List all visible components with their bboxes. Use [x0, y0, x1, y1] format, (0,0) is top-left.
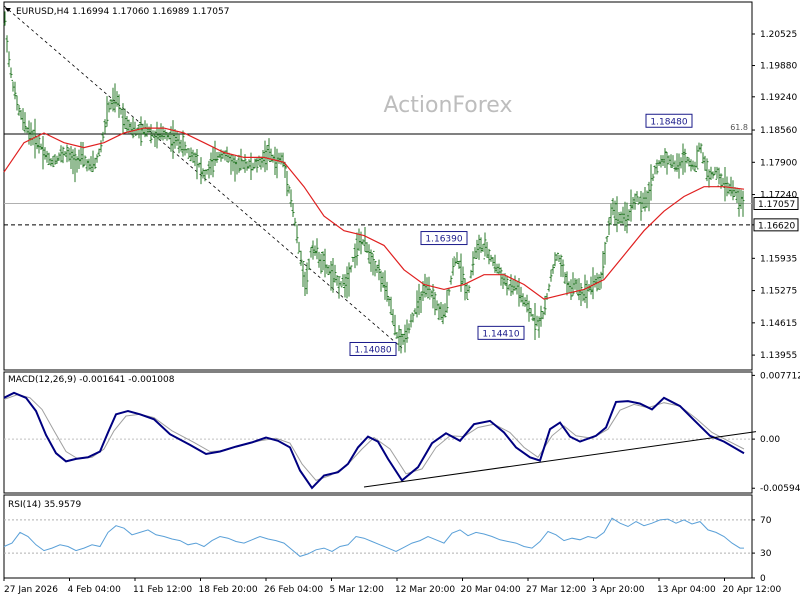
panel-border — [3, 494, 753, 579]
price-label-text: 1.14410 — [482, 329, 519, 339]
time-axis: 27 Jan 2026 4 Feb 04:00 11 Feb 12:00 18 Feb… — [3, 578, 782, 595]
price-label-text: 1.18480 — [650, 117, 687, 127]
rsi-title: RSI(14) 35.9579 — [8, 500, 81, 510]
y-tick-label: 0.00 — [760, 435, 780, 445]
watermark: ActionForex — [384, 93, 513, 118]
y-tick-label: -0.005944 — [760, 484, 800, 494]
y-tick-label: 0.007712 — [760, 371, 800, 381]
x-tick-label: 27 Jan 2026 — [4, 585, 58, 595]
x-tick-label: 3 Apr 20:00 — [592, 585, 645, 595]
x-tick-label: 13 Apr 04:00 — [657, 585, 716, 595]
price-bars — [3, 11, 745, 354]
price-label-box — [349, 341, 397, 356]
macd-trendline — [363, 431, 757, 488]
rsi-panel: 70 30 0 RSI(14) 35.9579 — [3, 500, 772, 584]
y-tick-label: 1.19880 — [760, 62, 797, 72]
fib-level-label: 61.8 — [730, 123, 748, 132]
current-price-tag-text: 1.17057 — [758, 200, 795, 210]
y-tick-label: 1.17900 — [760, 158, 797, 168]
y-tick-label: 1.15935 — [760, 254, 797, 264]
macd-signal-line — [3, 393, 745, 481]
macd-title: MACD(12,26,9) -0.001641 -0.001008 — [8, 375, 175, 385]
x-tick-label: 27 Mar 12:00 — [526, 585, 586, 595]
current-price-tag — [753, 196, 799, 210]
x-tick-label: 4 Feb 04:00 — [68, 585, 122, 595]
x-tick-label: 5 Mar 12:00 — [330, 585, 385, 595]
y-tick-label: 30 — [760, 549, 772, 559]
price-label-text: 1.14080 — [354, 345, 391, 355]
macd-panel: 0.007712 0.00 -0.005944 MACD(12,26,9) -0.00… — [3, 371, 800, 494]
y-tick-label: 1.13955 — [760, 351, 797, 361]
price-label-box — [645, 113, 693, 128]
price-label-text: 1.16390 — [425, 235, 462, 245]
current-price-tag — [753, 218, 799, 232]
panel-border — [3, 371, 753, 494]
y-tick-label: 1.18560 — [760, 126, 797, 136]
y-tick-label: 1.19240 — [760, 93, 797, 103]
panel-frames — [3, 1, 753, 579]
x-tick-label: 12 Mar 20:00 — [395, 585, 455, 595]
y-tick-label: 0 — [760, 574, 766, 584]
price-panel: 1.20525 1.19880 1.19240 1.18560 1.17900 1.172… — [3, 5, 799, 361]
x-tick-label: 11 Feb 12:00 — [133, 585, 192, 595]
collapse-triangle-icon[interactable] — [5, 8, 11, 12]
rsi-line — [3, 517, 744, 557]
x-tick-label: 18 Feb 20:00 — [199, 585, 258, 595]
x-tick-label: 26 Feb 04:00 — [264, 585, 323, 595]
current-price-tag-text: 1.16620 — [758, 221, 795, 231]
y-tick-label: 1.20525 — [760, 30, 797, 40]
macd-line — [3, 391, 745, 490]
moving-average-line — [3, 127, 745, 300]
price-label-box — [420, 231, 468, 246]
y-tick-label: 1.17240 — [760, 191, 797, 201]
panel-border — [3, 1, 753, 371]
price-label-box — [477, 325, 525, 340]
x-tick-label: 20 Mar 04:00 — [461, 585, 521, 595]
x-tick-label: 20 Apr 12:00 — [723, 585, 782, 595]
y-tick-label: 1.15275 — [760, 287, 797, 297]
y-tick-label: 1.14615 — [760, 319, 797, 329]
symbol-header: EURUSD,H4 1.16994 1.17060 1.16989 1.1705… — [16, 7, 229, 17]
y-tick-label: 70 — [760, 516, 772, 526]
